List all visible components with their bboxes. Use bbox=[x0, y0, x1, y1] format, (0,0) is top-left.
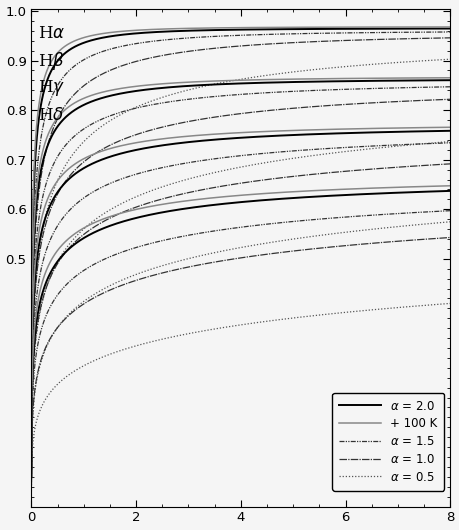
Text: H$\gamma$: H$\gamma$ bbox=[38, 78, 65, 98]
Text: H$\delta$: H$\delta$ bbox=[38, 107, 63, 123]
Text: H$\alpha$: H$\alpha$ bbox=[38, 25, 65, 42]
Legend: $\alpha$ = 2.0, + 100 K, $\alpha$ = 1.5, $\alpha$ = 1.0, $\alpha$ = 0.5: $\alpha$ = 2.0, + 100 K, $\alpha$ = 1.5,… bbox=[331, 393, 443, 491]
Text: H$\beta$: H$\beta$ bbox=[38, 50, 64, 72]
